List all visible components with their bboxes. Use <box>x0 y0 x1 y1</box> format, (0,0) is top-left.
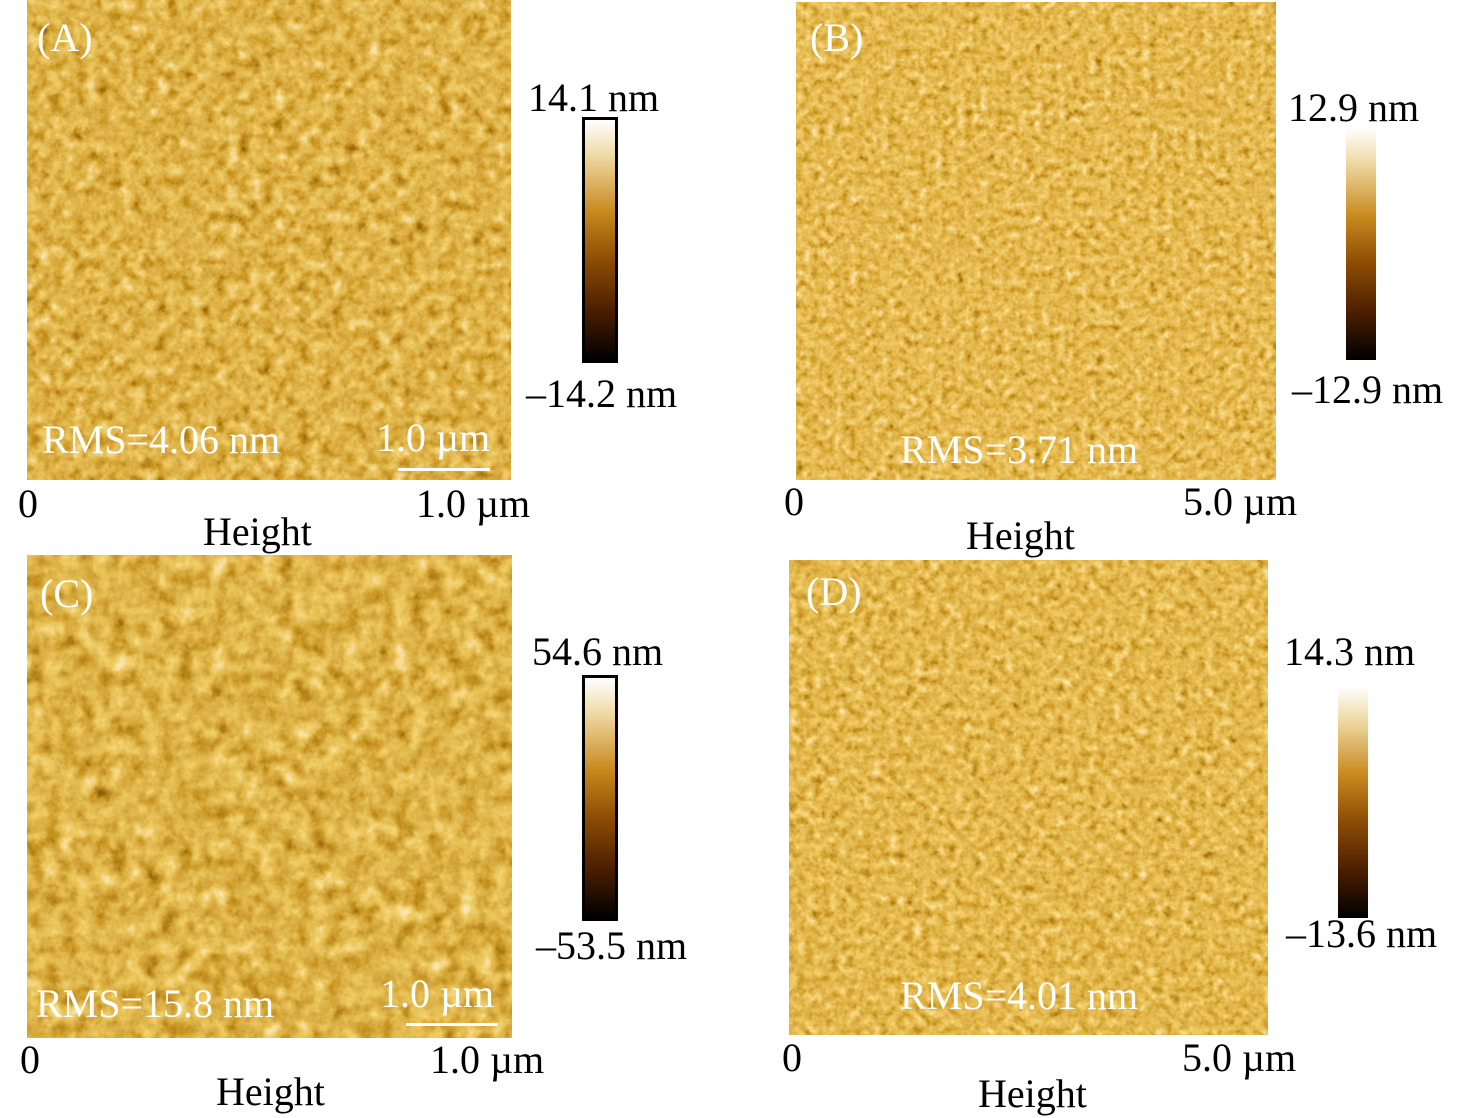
axis-start-a: 0 <box>18 481 38 526</box>
axis-start-c: 0 <box>20 1037 40 1082</box>
scalebar-label-a: 1.0 µm <box>376 415 491 460</box>
panel-label-d: (D) <box>806 569 862 614</box>
panel-label-a: (A) <box>37 15 93 60</box>
axis-title-b: Height <box>966 513 1075 558</box>
colorbar-a <box>582 117 618 363</box>
axis-end-c: 1.0 µm <box>430 1037 545 1082</box>
panel-label-c: (C) <box>40 571 94 616</box>
colorbar-c <box>582 675 618 921</box>
afm-height-image-b <box>796 2 1276 480</box>
colorbar-min-d: –13.6 nm <box>1286 911 1438 956</box>
colorbar-max-d: 14.3 nm <box>1284 629 1416 674</box>
colorbar-min-c: –53.5 nm <box>536 923 688 968</box>
panel-label-b: (B) <box>810 15 864 60</box>
scalebar-a <box>398 468 490 471</box>
axis-title-d: Height <box>978 1071 1087 1116</box>
colorbar-max-c: 54.6 nm <box>532 629 664 674</box>
afm-texture-a <box>27 0 511 480</box>
axis-title-c: Height <box>216 1069 325 1114</box>
scalebar-c <box>406 1023 498 1026</box>
axis-end-b: 5.0 µm <box>1183 479 1298 524</box>
afm-texture-d <box>789 560 1268 1035</box>
rms-label-d: RMS=4.01 nm <box>900 973 1139 1018</box>
rms-label-c: RMS=15.8 nm <box>36 981 275 1026</box>
afm-texture-c <box>27 555 512 1038</box>
axis-start-d: 0 <box>782 1035 802 1080</box>
axis-end-a: 1.0 µm <box>416 481 531 526</box>
afm-height-image-a <box>27 0 511 480</box>
axis-start-b: 0 <box>784 479 804 524</box>
rms-label-b: RMS=3.71 nm <box>900 427 1139 472</box>
afm-height-image-c <box>27 555 512 1038</box>
scalebar-label-c: 1.0 µm <box>380 971 495 1016</box>
colorbar-max-b: 12.9 nm <box>1288 85 1420 130</box>
colorbar-max-a: 14.1 nm <box>528 75 660 120</box>
colorbar-b <box>1346 128 1376 360</box>
colorbar-min-b: –12.9 nm <box>1292 367 1444 412</box>
axis-title-a: Height <box>203 509 312 554</box>
afm-texture-b <box>796 2 1276 480</box>
rms-label-a: RMS=4.06 nm <box>42 417 281 462</box>
colorbar-d <box>1338 686 1368 918</box>
afm-height-image-d <box>789 560 1268 1035</box>
axis-end-d: 5.0 µm <box>1182 1035 1297 1080</box>
colorbar-min-a: –14.2 nm <box>526 371 678 416</box>
